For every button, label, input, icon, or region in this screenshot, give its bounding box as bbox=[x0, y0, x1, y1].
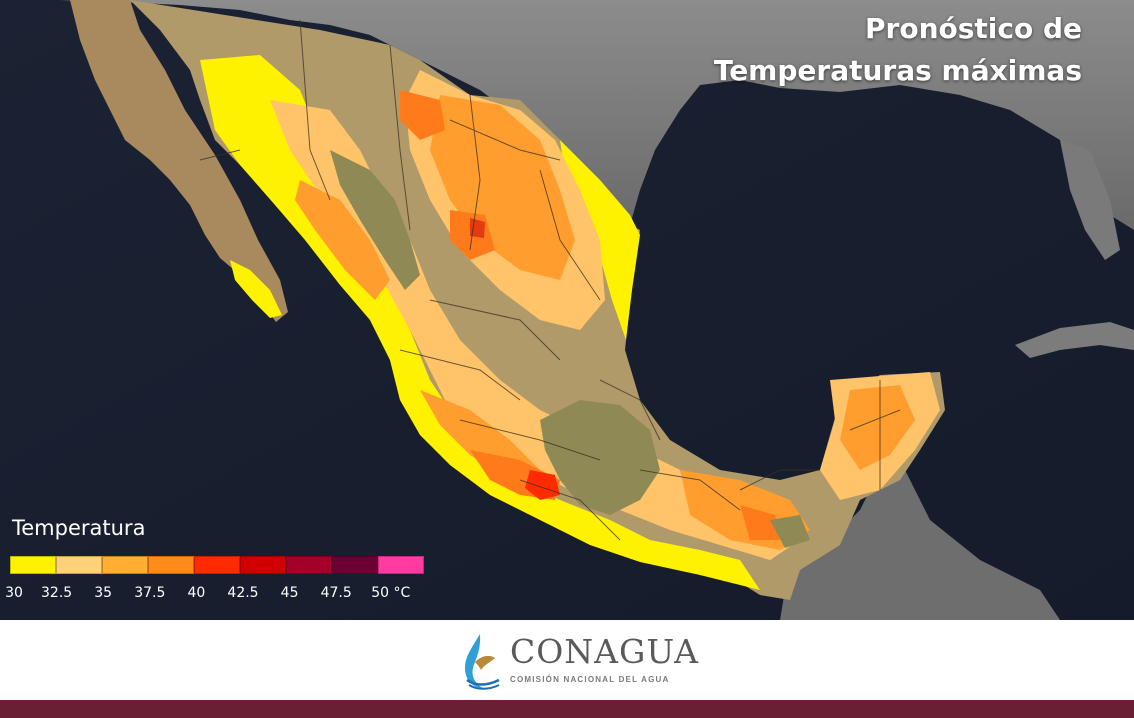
title-line-2: Temperaturas máximas bbox=[713, 54, 1082, 87]
legend-swatch bbox=[194, 556, 240, 574]
usa-landmass bbox=[60, 0, 1134, 230]
temp-zone-30 bbox=[200, 55, 760, 590]
legend-tick-label: 35 bbox=[94, 585, 113, 601]
legend-swatch bbox=[10, 556, 56, 574]
legend-swatch bbox=[332, 556, 378, 574]
state-borders bbox=[199, 19, 901, 541]
conagua-subtitle: COMISIÓN NACIONAL DEL AGUA bbox=[510, 675, 670, 684]
central-america bbox=[780, 470, 1060, 620]
legend-swatch bbox=[240, 556, 286, 574]
title-line-1: Pronóstico de bbox=[865, 12, 1082, 45]
legend-tick-label: 40 bbox=[187, 585, 206, 601]
legend-swatch bbox=[148, 556, 194, 574]
legend-tick-label: 45 bbox=[280, 585, 299, 601]
bottom-stripe bbox=[0, 700, 1134, 718]
footer bbox=[0, 620, 1134, 700]
temp-zone-37-5 bbox=[430, 95, 575, 280]
legend-color-bar bbox=[10, 556, 424, 574]
legend-swatch bbox=[286, 556, 332, 574]
florida bbox=[1060, 140, 1120, 260]
map-title: Pronóstico de Temperaturas máximas bbox=[714, 8, 1082, 92]
legend-swatch bbox=[378, 556, 424, 574]
legend-tick-label: 37.5 bbox=[134, 585, 166, 601]
legend-tick-label: 47.5 bbox=[320, 585, 352, 601]
temp-zone-42-5 bbox=[525, 470, 560, 500]
mexico-temperature-map bbox=[0, 0, 1134, 620]
legend-swatch bbox=[102, 556, 148, 574]
cuba bbox=[1015, 322, 1134, 358]
legend-tick-label: 32.5 bbox=[41, 585, 73, 601]
legend-tick-label: 50 °C bbox=[371, 585, 411, 601]
legend-tick-labels: 30 32.5 35 37.5 40 42.5 45 47.5 50 °C bbox=[0, 585, 440, 607]
legend-swatch bbox=[56, 556, 102, 574]
baja-california bbox=[70, 0, 288, 322]
conagua-logo-icon bbox=[465, 634, 500, 690]
legend-tick-label: 42.5 bbox=[227, 585, 259, 601]
legend-tick-label: 30 bbox=[5, 585, 23, 601]
conagua-wordmark: CONAGUA bbox=[510, 632, 699, 671]
temp-zone-40 bbox=[400, 90, 445, 140]
cool-zone bbox=[540, 400, 660, 515]
legend-title: Temperatura bbox=[12, 516, 146, 540]
